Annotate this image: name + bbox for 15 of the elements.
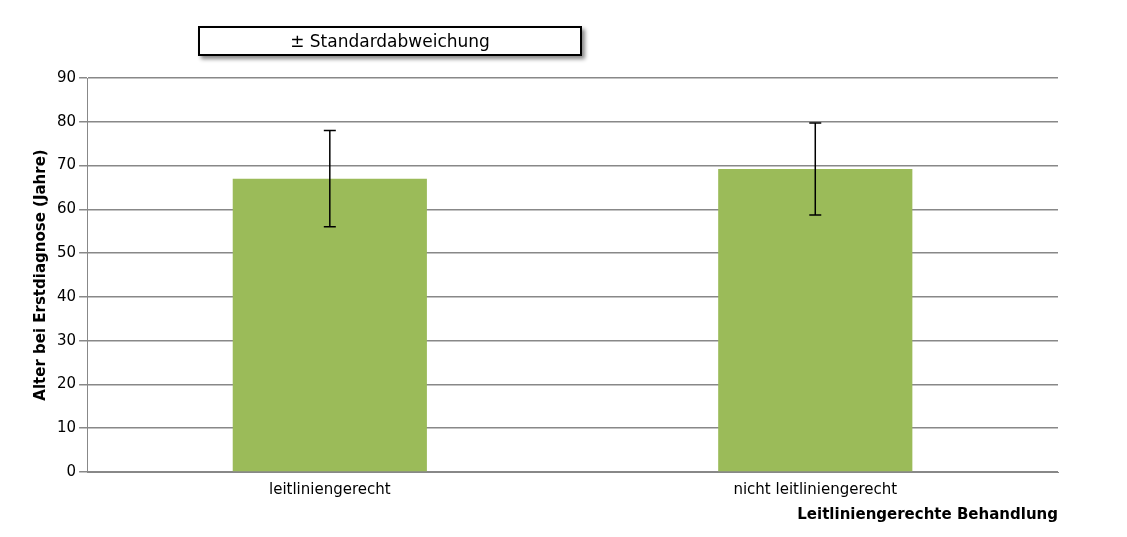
y-tick-label: 0 [66, 461, 77, 480]
y-tick-label: 90 [56, 67, 77, 86]
text: ± Standardabweichung [198, 26, 582, 56]
y-tick-label: 70 [56, 155, 77, 174]
y-tick-label: 80 [56, 111, 77, 130]
x-tick-label: nicht leitliniengerecht [733, 479, 898, 498]
y-tick-label: 40 [56, 286, 77, 305]
y-tick-label: 30 [56, 330, 77, 349]
y-tick-label: 10 [56, 418, 77, 437]
x-tick-label: leitliniengerecht [268, 479, 391, 498]
y-tick-label: 50 [56, 243, 77, 261]
y-tick-label: 60 [56, 199, 77, 218]
y-tick-label: 20 [56, 374, 77, 393]
y-axis-title: Alter bei Erstdiagnose (Jahre) [30, 149, 49, 401]
x-axis-title: Leitliniengerechte Behandlung [797, 504, 1058, 523]
